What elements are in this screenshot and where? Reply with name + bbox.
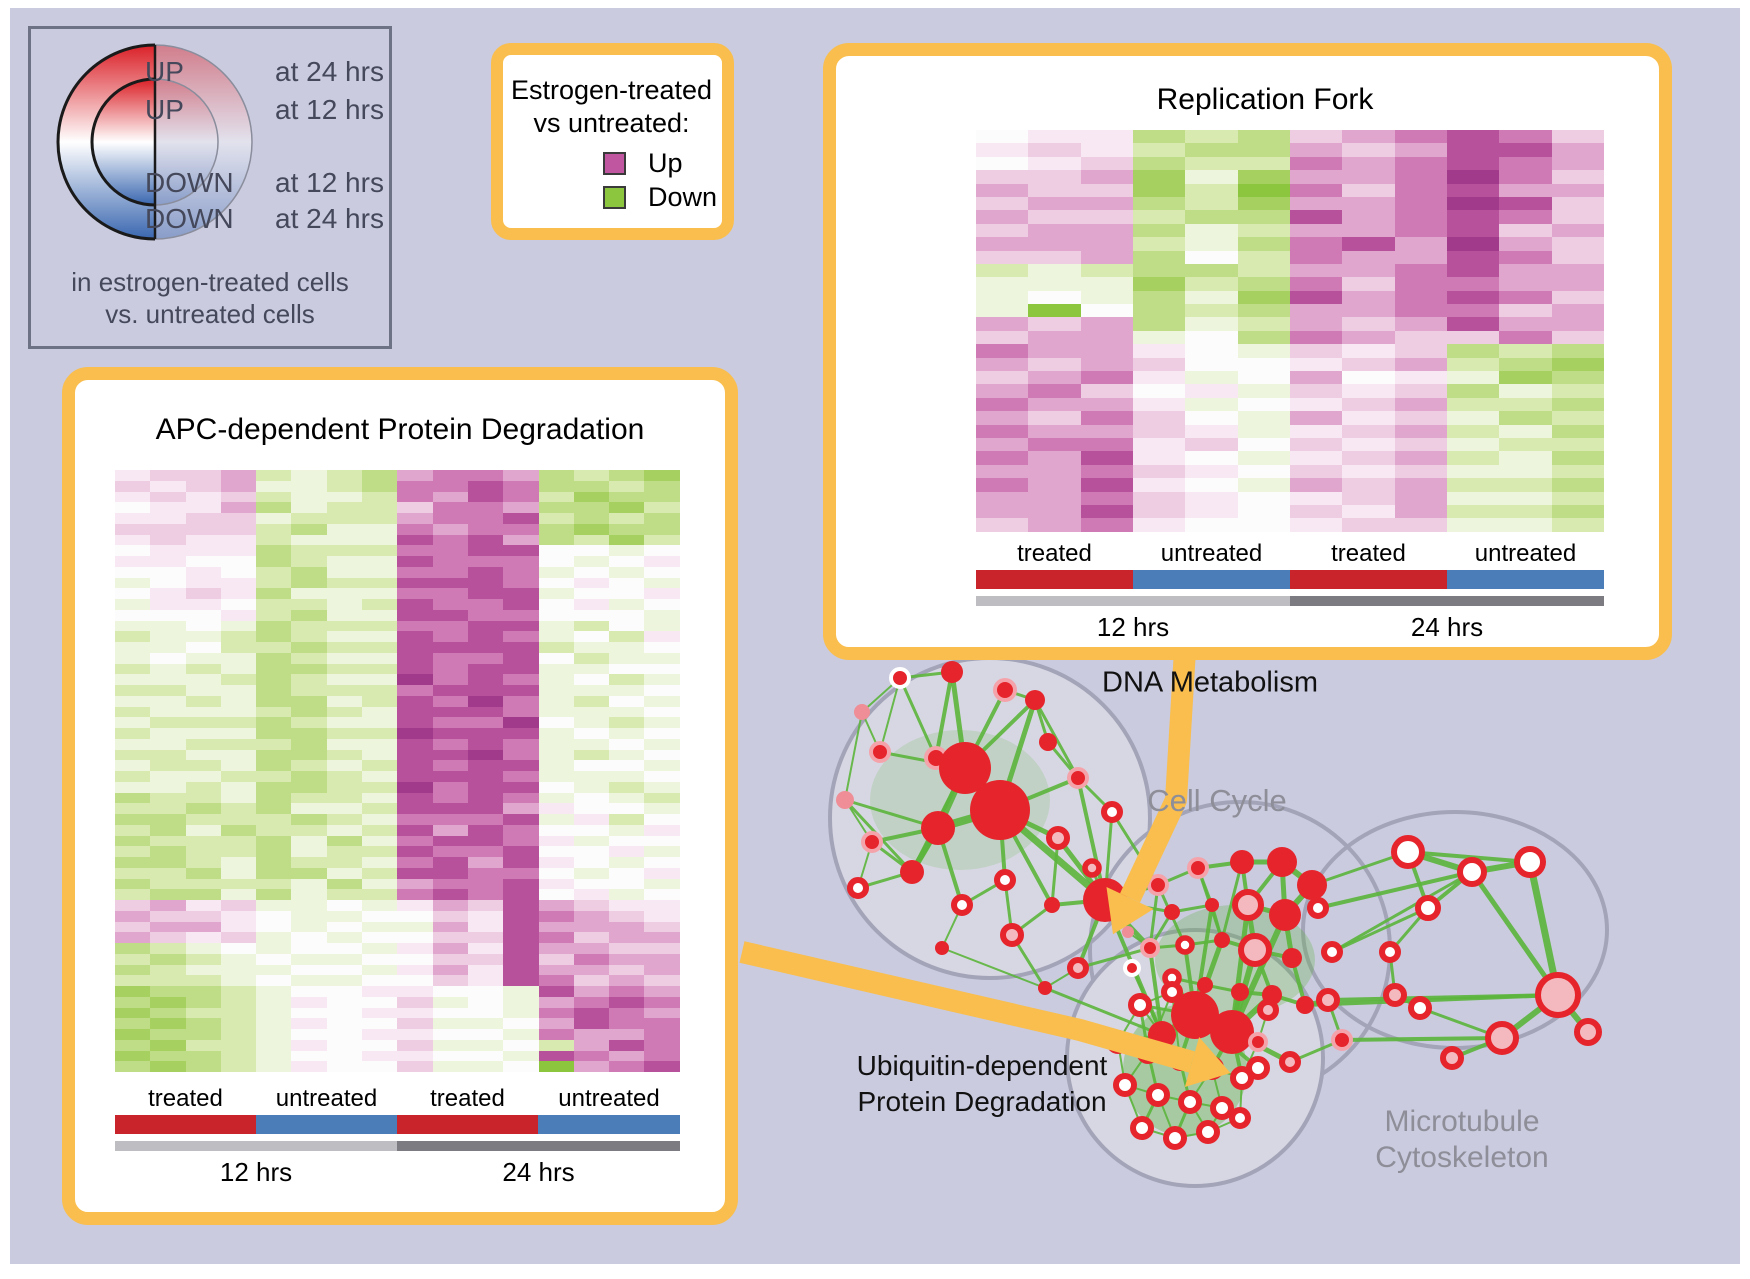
rf-12hrs-label: 12 hrs (1096, 612, 1170, 642)
rf-group-label-0: treated (1017, 540, 1092, 567)
rf-group-label-3: untreated (1474, 540, 1577, 567)
updown-title-line1: Estrogen-treated (510, 75, 713, 105)
microtubule-label-line1: Microtubule (1384, 1105, 1540, 1138)
rf-24hrs-label: 24 hrs (1410, 612, 1484, 642)
rf-24hrs-bar (1290, 596, 1604, 606)
apc-group-label-2: treated (430, 1085, 505, 1112)
updown-legend-box: Estrogen-treated vs untreated: Up Down (491, 43, 734, 240)
ring-time-3: at 24 hrs (275, 203, 384, 234)
ubiquitin-label-line2: Protein Degradation (857, 1086, 1107, 1117)
microtubule-label-line2: Cytoskeleton (1375, 1141, 1549, 1174)
rings-legend-icon (56, 43, 253, 241)
rings-caption-line2: vs. untreated cells (105, 299, 315, 329)
apc-12hrs-label: 12 hrs (219, 1157, 293, 1187)
ring-word-2: DOWN (145, 167, 234, 198)
rings-legend-box: UP at 24 hrs UP at 12 hrs DOWN at 12 hrs… (28, 26, 392, 349)
rings-caption-line1: in estrogen-treated cells (71, 267, 349, 297)
apc-untreated-bar-12 (256, 1115, 397, 1134)
ring-word-0: UP (145, 56, 184, 87)
apc-group-label-1: untreated (275, 1085, 378, 1112)
ring-time-0: at 24 hrs (275, 56, 384, 87)
apc-24hrs-label: 24 hrs (502, 1157, 575, 1187)
up-color-swatch (603, 152, 626, 175)
dna-metabolism-label: DNA Metabolism (1102, 666, 1318, 699)
ring-word-3: DOWN (145, 203, 234, 234)
rf-group-label-2: treated (1331, 540, 1406, 567)
rf-treated-bar-24 (1290, 570, 1447, 589)
apc-group-label-0: treated (148, 1085, 223, 1112)
rf-footer: treated untreated treated untreated 12 h… (976, 540, 1604, 650)
apc-title: APC-dependent Protein Degradation (155, 413, 645, 446)
apc-treated-bar-12 (115, 1115, 256, 1134)
ring-word-1: UP (145, 94, 184, 125)
rf-untreated-bar-12 (1133, 570, 1290, 589)
rf-untreated-bar-24 (1447, 570, 1604, 589)
up-label: Up (648, 148, 683, 178)
rf-group-label-1: untreated (1160, 540, 1263, 567)
heatmap-apc (115, 470, 680, 1072)
apc-12hrs-bar (115, 1141, 397, 1151)
ring-time-1: at 12 hrs (275, 94, 384, 125)
replication-fork-title: Replication Fork (1156, 83, 1374, 116)
down-color-swatch (603, 186, 626, 209)
rf-treated-bar-12 (976, 570, 1133, 589)
apc-treated-bar-24 (397, 1115, 538, 1134)
apc-group-label-3: untreated (558, 1085, 660, 1112)
heatmap-rf (976, 130, 1604, 532)
ubiquitin-label-line1: Ubiquitin-dependent (856, 1050, 1108, 1081)
apc-24hrs-bar (397, 1141, 680, 1151)
updown-title-line2: vs untreated: (533, 108, 690, 138)
apc-footer: treated untreated treated untreated 12 h… (115, 1085, 680, 1195)
rf-12hrs-bar (976, 596, 1290, 606)
ring-time-2: at 12 hrs (275, 167, 384, 198)
down-label: Down (648, 182, 718, 212)
apc-untreated-bar-24 (538, 1115, 680, 1134)
cell-cycle-label: Cell Cycle (1147, 783, 1287, 818)
